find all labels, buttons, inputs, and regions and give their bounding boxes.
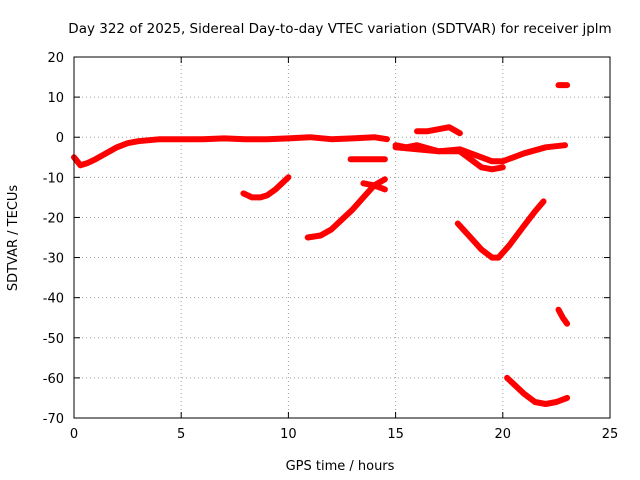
- y-tick-label: -20: [43, 211, 64, 226]
- series-arc-9: [454, 198, 547, 261]
- series-arc-7: [392, 142, 506, 173]
- x-tick-label: 10: [280, 427, 297, 442]
- series-arc-2: [240, 174, 292, 201]
- chart-title: Day 322 of 2025, Sidereal Day-to-day VTE…: [68, 21, 611, 37]
- x-tick-label: 0: [70, 427, 78, 442]
- y-tick-label: -70: [43, 412, 64, 427]
- y-tick-label: -40: [43, 292, 64, 307]
- y-tick-label: 0: [56, 131, 64, 146]
- x-tick-label: 5: [177, 427, 185, 442]
- grid-layer: [74, 57, 610, 418]
- y-tick-label: -60: [43, 372, 64, 387]
- x-tick-label: 25: [602, 427, 619, 442]
- y-tick-label: 10: [47, 91, 64, 106]
- x-tick-label: 15: [387, 427, 404, 442]
- y-tick-label: -50: [43, 332, 64, 347]
- y-tick-label: -10: [43, 171, 64, 186]
- y-tick-label: 20: [47, 51, 64, 66]
- y-tick-label: -30: [43, 252, 64, 267]
- y-axis-label: SDTVAR / TECUs: [6, 185, 21, 292]
- plot-frame: [73, 56, 611, 419]
- trace-layer: [71, 82, 571, 407]
- series-arc-8: [414, 124, 463, 137]
- series-arc-5: [360, 180, 388, 193]
- tick-layer: 0 5 10 15 20 25 20 10 0 -10 -20 -30 -40 -50 -60 -70: [43, 51, 619, 442]
- x-tick-label: 20: [495, 427, 512, 442]
- series-arc-11: [555, 306, 571, 327]
- series-arc-10: [504, 374, 571, 407]
- x-axis-label: GPS time / hours: [286, 459, 395, 474]
- series-arc-1: [71, 134, 390, 169]
